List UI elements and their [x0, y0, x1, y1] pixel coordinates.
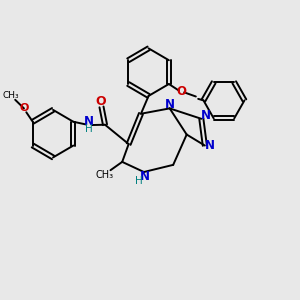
Text: O: O — [19, 103, 28, 113]
Text: N: N — [140, 170, 150, 183]
Text: CH₃: CH₃ — [96, 170, 114, 180]
Text: N: N — [200, 109, 210, 122]
Text: N: N — [84, 115, 94, 128]
Text: N: N — [165, 98, 175, 111]
Text: H: H — [85, 124, 92, 134]
Text: O: O — [176, 85, 187, 98]
Text: CH₃: CH₃ — [2, 91, 19, 100]
Text: H: H — [135, 176, 142, 186]
Text: N: N — [205, 139, 215, 152]
Text: O: O — [96, 95, 106, 108]
